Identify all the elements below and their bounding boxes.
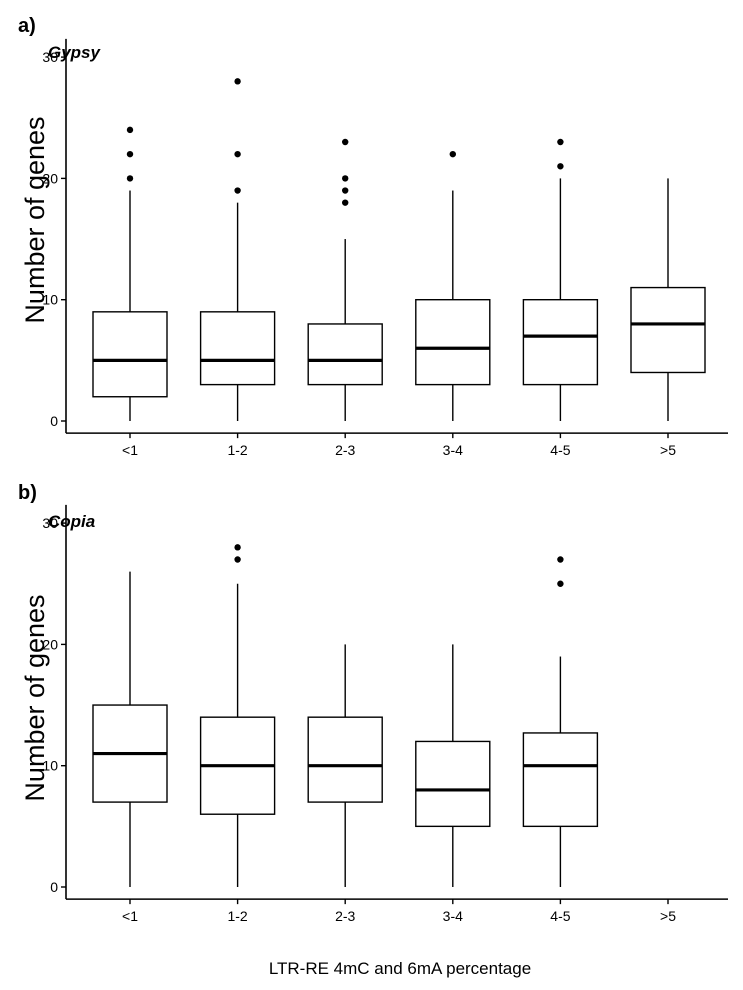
panel-label: b) — [18, 482, 37, 504]
box-2-3 — [307, 644, 383, 887]
x-tick-label: 1-2 — [227, 442, 247, 458]
x-axis-title: LTR-RE 4mC and 6mA percentage — [269, 959, 531, 978]
box-4-5 — [522, 556, 599, 887]
iqr-box — [630, 286, 706, 374]
iqr-box — [92, 311, 168, 398]
iqr-box — [307, 323, 383, 386]
y-axis-title: Number of genes — [20, 594, 50, 801]
outlier-point — [557, 556, 564, 563]
outlier-point — [557, 163, 564, 170]
x-tick-label: >5 — [660, 442, 676, 458]
x-tick-label: >5 — [660, 908, 676, 924]
outlier-point — [234, 556, 241, 563]
x-tick-label: <1 — [122, 442, 138, 458]
y-tick-label: 20 — [42, 636, 58, 652]
y-tick-label: 20 — [42, 170, 58, 186]
x-tick-label: 3-4 — [443, 442, 463, 458]
x-tick-label: 3-4 — [443, 908, 463, 924]
x-tick-label: <1 — [122, 908, 138, 924]
iqr-box — [522, 299, 599, 386]
outlier-point — [234, 150, 241, 158]
outlier-point — [234, 544, 241, 551]
box->5 — [630, 178, 706, 421]
outlier-point — [126, 175, 134, 182]
iqr-box — [415, 740, 491, 828]
y-tick-label: 10 — [42, 758, 58, 774]
box-1-2 — [199, 544, 276, 887]
outlier-point — [126, 150, 134, 158]
y-axis-title: Number of genes — [20, 116, 50, 323]
iqr-box — [199, 311, 276, 386]
outlier-point — [342, 187, 349, 194]
outlier-point — [557, 580, 564, 587]
y-tick-label: 0 — [50, 879, 58, 895]
y-tick-label: 10 — [42, 292, 58, 308]
outlier-point — [126, 126, 134, 134]
box-3-4 — [415, 150, 491, 421]
x-tick-label: 1-2 — [227, 908, 247, 924]
outlier-point — [234, 78, 241, 85]
panel-title: Copia — [48, 512, 95, 531]
y-tick-label: 0 — [50, 413, 58, 429]
outlier-point — [342, 199, 349, 206]
iqr-box — [522, 732, 599, 828]
iqr-box — [415, 299, 491, 386]
x-tick-label: 2-3 — [335, 908, 355, 924]
x-tick-label: 4-5 — [550, 908, 570, 924]
iqr-box — [307, 716, 383, 803]
outlier-point — [342, 175, 349, 182]
y-tick-label: 30 — [42, 515, 58, 531]
box-<1 — [92, 126, 168, 421]
x-tick-label: 4-5 — [550, 442, 570, 458]
box-3-4 — [415, 644, 491, 887]
x-tick-label: 2-3 — [335, 442, 355, 458]
panel-label: a) — [18, 15, 36, 37]
box-4-5 — [522, 138, 599, 421]
outlier-point — [234, 187, 241, 194]
y-tick-label: 30 — [42, 49, 58, 65]
box-1-2 — [199, 78, 276, 421]
outlier-point — [449, 150, 456, 158]
outlier-point — [342, 138, 349, 146]
box-<1 — [92, 571, 168, 887]
outlier-point — [557, 138, 564, 146]
box-2-3 — [307, 138, 383, 421]
chart-panel-b: b) Copia Number of genes 0 10 20 30 <1 1-2 2-3 3-4… — [18, 482, 728, 924]
